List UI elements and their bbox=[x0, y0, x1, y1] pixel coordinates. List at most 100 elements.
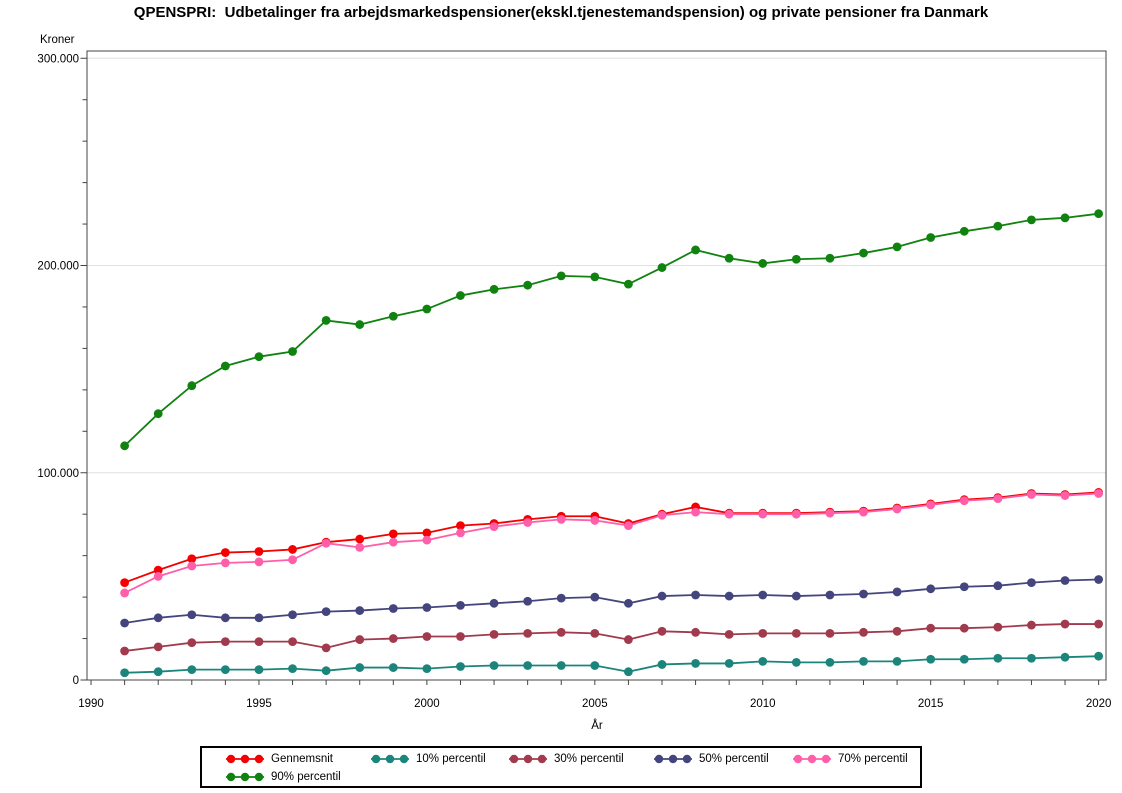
legend-label: 30% percentil bbox=[554, 753, 624, 765]
data-point bbox=[456, 521, 465, 530]
data-point bbox=[1094, 575, 1104, 584]
gridlines bbox=[87, 57, 1106, 474]
data-point bbox=[892, 626, 902, 636]
data-point bbox=[489, 630, 499, 639]
data-point bbox=[791, 657, 801, 667]
data-point bbox=[556, 514, 566, 524]
data-point bbox=[657, 591, 667, 601]
data-point bbox=[926, 233, 936, 242]
legend-item: 50% percentil bbox=[654, 751, 769, 767]
data-point bbox=[120, 618, 130, 628]
data-point bbox=[120, 668, 130, 678]
data-point bbox=[355, 534, 365, 544]
data-point bbox=[187, 381, 197, 391]
y-tick-label: 300.000 bbox=[37, 53, 79, 65]
data-point bbox=[422, 603, 432, 612]
data-point bbox=[892, 504, 902, 514]
data-point bbox=[120, 646, 130, 656]
legend-row: Gennemsnit 10% percentil 30% percentil 50% … bbox=[202, 751, 920, 767]
legend-marker-icon bbox=[654, 754, 692, 764]
x-tick-label: 1990 bbox=[78, 698, 104, 710]
data-point bbox=[791, 628, 801, 638]
data-point bbox=[187, 610, 197, 620]
data-point bbox=[523, 628, 533, 638]
data-point bbox=[1094, 209, 1104, 219]
data-point bbox=[825, 590, 835, 600]
data-point bbox=[388, 634, 398, 643]
data-point bbox=[926, 623, 936, 633]
data-point bbox=[1027, 653, 1036, 663]
data-point bbox=[388, 663, 398, 672]
data-point bbox=[758, 259, 768, 268]
legend-item: 70% percentil bbox=[793, 751, 908, 767]
data-point bbox=[993, 622, 1003, 632]
y-axis-title: Kroner bbox=[40, 34, 75, 46]
data-point bbox=[153, 667, 163, 677]
data-point bbox=[1060, 619, 1070, 629]
data-point bbox=[489, 284, 499, 294]
data-point bbox=[220, 548, 230, 557]
data-point bbox=[321, 607, 331, 617]
data-point bbox=[523, 518, 533, 527]
data-point bbox=[254, 547, 264, 556]
chart-title: QPENSPRI: Udbetalinger fra arbejdsmarked… bbox=[133, 4, 989, 21]
data-point bbox=[120, 588, 130, 598]
data-point bbox=[456, 600, 465, 610]
data-point bbox=[590, 661, 600, 670]
data-point bbox=[791, 591, 801, 601]
data-point bbox=[590, 628, 600, 638]
data-point bbox=[288, 637, 297, 647]
data-point bbox=[1094, 619, 1104, 629]
x-tick-label: 2005 bbox=[582, 698, 608, 710]
legend-label: 90% percentil bbox=[271, 771, 341, 783]
data-point bbox=[288, 347, 297, 356]
data-point bbox=[758, 590, 768, 600]
data-point bbox=[1060, 491, 1070, 500]
legend-label: 50% percentil bbox=[699, 753, 769, 765]
data-point bbox=[993, 494, 1003, 504]
data-point bbox=[254, 557, 264, 567]
data-point bbox=[691, 590, 700, 600]
x-tick-label: 2010 bbox=[750, 698, 776, 710]
data-point bbox=[321, 666, 331, 676]
data-point bbox=[422, 632, 432, 641]
data-point bbox=[556, 661, 566, 670]
data-point bbox=[220, 558, 230, 568]
data-point bbox=[1027, 215, 1036, 225]
data-point bbox=[724, 630, 734, 639]
data-point bbox=[825, 657, 835, 667]
x-axis-title: År bbox=[591, 720, 603, 732]
series-50-percentil bbox=[120, 575, 1104, 628]
data-point bbox=[220, 637, 230, 647]
data-point bbox=[926, 584, 936, 594]
data-point bbox=[456, 528, 465, 538]
data-point bbox=[1060, 213, 1070, 223]
data-point bbox=[892, 656, 902, 666]
data-point bbox=[959, 582, 969, 592]
data-point bbox=[825, 253, 835, 263]
data-point bbox=[590, 272, 600, 282]
data-point bbox=[959, 623, 969, 633]
data-point bbox=[1094, 489, 1104, 498]
data-point bbox=[758, 656, 768, 666]
data-point bbox=[456, 291, 465, 300]
data-point bbox=[892, 242, 902, 252]
data-point bbox=[288, 555, 297, 565]
legend-label: 10% percentil bbox=[416, 753, 486, 765]
data-point bbox=[321, 316, 331, 325]
data-point bbox=[556, 593, 566, 603]
data-point bbox=[422, 528, 432, 538]
data-point bbox=[355, 663, 365, 672]
data-point bbox=[825, 628, 835, 638]
data-point bbox=[388, 537, 398, 547]
data-point bbox=[153, 642, 163, 652]
data-point bbox=[288, 664, 297, 674]
data-point bbox=[153, 565, 163, 575]
series-90-percentil bbox=[120, 209, 1104, 451]
data-point bbox=[926, 654, 936, 664]
data-point bbox=[590, 516, 600, 525]
plot-frame bbox=[86, 50, 1107, 681]
data-point bbox=[220, 361, 230, 371]
legend-item: 30% percentil bbox=[509, 751, 624, 767]
data-point bbox=[624, 635, 633, 644]
